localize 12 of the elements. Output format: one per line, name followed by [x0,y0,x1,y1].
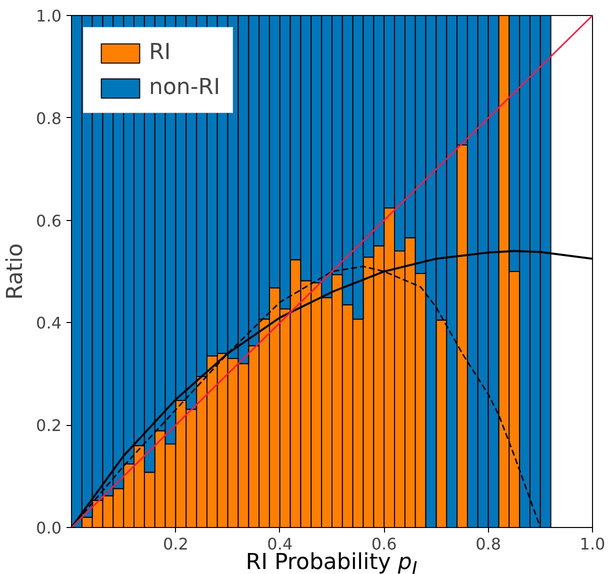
x-tick-label: 1.0 [580,534,606,554]
legend-label: RI [149,40,171,65]
y-tick-label: 0.6 [36,211,62,230]
x-tick-label: 0.8 [476,534,502,554]
y-tick-label: 0.2 [36,416,62,436]
y-tick-label: 0.0 [36,518,62,538]
y-tick-label: 1.0 [36,6,62,26]
y-axis-title: Ratio [3,243,28,300]
legend-label: non-RI [149,75,220,100]
y-tick-label: 0.4 [36,314,62,333]
x-tick-label: 0.2 [162,534,188,554]
y-tick-label: 0.8 [36,108,62,128]
